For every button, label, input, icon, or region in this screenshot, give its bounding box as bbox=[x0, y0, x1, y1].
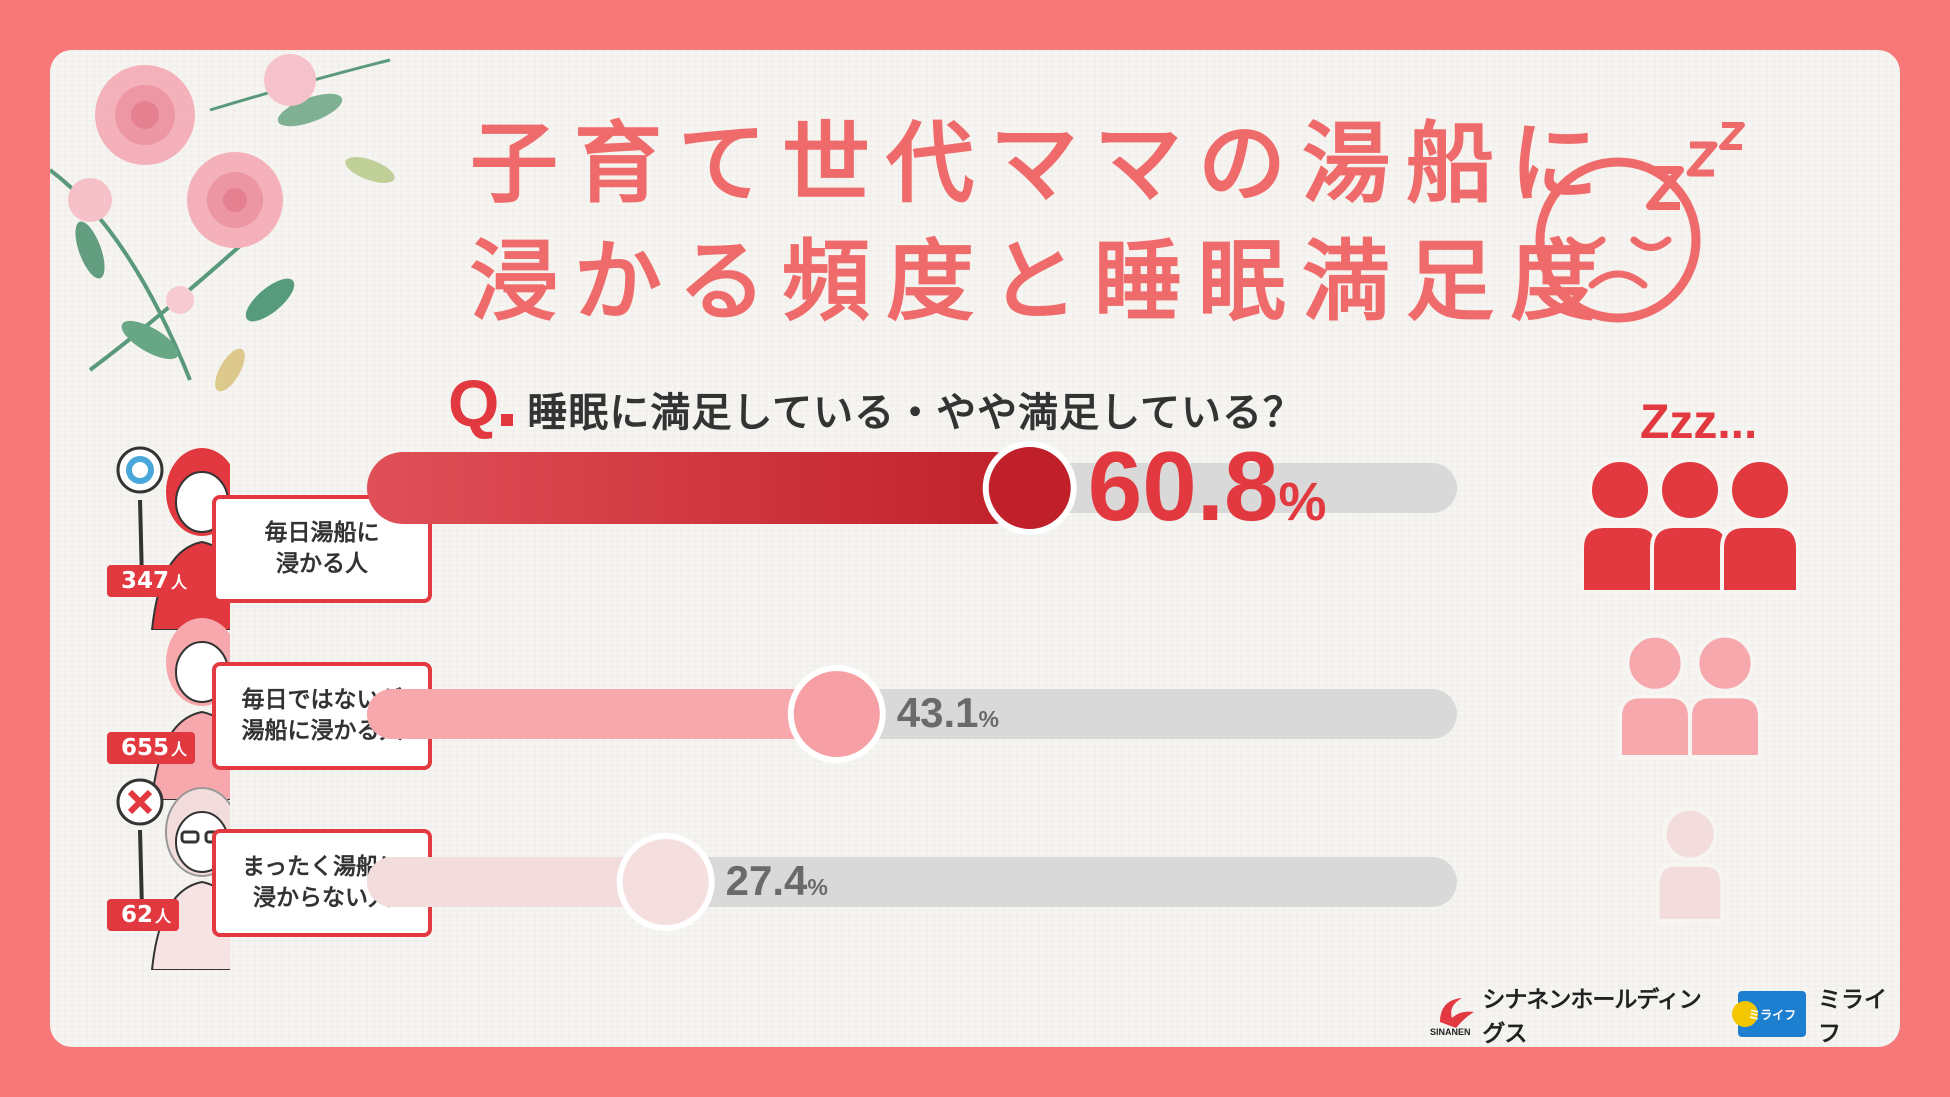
mirai-logo-text: ミライフ bbox=[1818, 987, 1887, 1047]
sleeping-face-icon bbox=[1535, 122, 1745, 323]
respondent-unit: 人 bbox=[155, 907, 172, 926]
bar-fill bbox=[367, 452, 1030, 524]
footer-logos: SINANEN シナネンホールディングス ミライフ ミライフ bbox=[1430, 980, 1900, 1047]
person-icon bbox=[1688, 633, 1762, 760]
respondent-unit: 人 bbox=[171, 740, 188, 759]
zzz-label: Zzz... bbox=[1640, 396, 1758, 449]
sun-icon bbox=[1732, 1001, 1759, 1027]
people-icon-group bbox=[1580, 458, 1800, 923]
respondent-unit: 人 bbox=[171, 573, 188, 592]
value-label-sometimes: 43.1% bbox=[897, 692, 999, 734]
value-number: 60.8 bbox=[1087, 431, 1279, 542]
value-label-never: 27.4% bbox=[726, 860, 828, 902]
flower-decoration bbox=[50, 54, 395, 392]
infographic-card: 子育て世代ママの湯船に 浸かる頻度と睡眠満足度 Q 睡眠に満足している・やや満足… bbox=[50, 50, 1900, 1047]
respondent-count-value: 62 bbox=[121, 902, 154, 928]
question-dot bbox=[501, 414, 514, 426]
person-icon bbox=[1618, 633, 1692, 760]
question-mark-label: Q bbox=[448, 366, 500, 440]
sinanen-logo-mark: SINANEN bbox=[1430, 1027, 1471, 1036]
sinanen-logo-icon: SINANEN bbox=[1430, 998, 1474, 1036]
person-icon bbox=[1650, 458, 1730, 594]
mirai-logo-badge: ミライフ bbox=[1732, 991, 1806, 1037]
respondent-count-value: 347 bbox=[121, 568, 170, 594]
bar-chart bbox=[367, 441, 1457, 931]
title-line-2: 浸かる頻度と睡眠満足度 bbox=[470, 230, 1615, 333]
value-number: 27.4 bbox=[725, 857, 808, 905]
sinanen-logo-text: シナネンホールディングス bbox=[1482, 987, 1701, 1047]
value-unit: % bbox=[807, 874, 828, 901]
person-icon bbox=[1655, 806, 1725, 923]
value-unit: % bbox=[978, 706, 1000, 733]
question-text: 睡眠に満足している・やや満足している？ bbox=[527, 390, 1304, 436]
main-title: 子育て世代ママの湯船に 浸かる頻度と睡眠満足度 bbox=[470, 105, 1615, 341]
bar-end-knob bbox=[982, 441, 1077, 535]
value-label-daily: 60.8% bbox=[1088, 437, 1327, 535]
bar-end-knob bbox=[616, 833, 715, 931]
person-icon bbox=[1580, 458, 1660, 594]
title-line-1: 子育て世代ママの湯船に bbox=[470, 112, 1615, 215]
value-number: 43.1 bbox=[896, 689, 979, 737]
respondent-count-never: 62 人 bbox=[107, 899, 180, 931]
respondent-count-value: 655 bbox=[121, 735, 170, 761]
bar-fill bbox=[367, 857, 666, 907]
survey-question: Q 睡眠に満足している・やや満足している？ bbox=[448, 365, 1304, 441]
respondent-count-daily: 347 人 bbox=[107, 565, 196, 597]
bar-end-knob bbox=[787, 665, 886, 763]
mirai-badge-text: ミライフ bbox=[1748, 1007, 1797, 1022]
value-unit: % bbox=[1278, 472, 1327, 533]
bar-fill bbox=[367, 689, 837, 739]
respondent-count-sometimes: 655 人 bbox=[107, 732, 196, 764]
person-icon bbox=[1720, 458, 1800, 594]
